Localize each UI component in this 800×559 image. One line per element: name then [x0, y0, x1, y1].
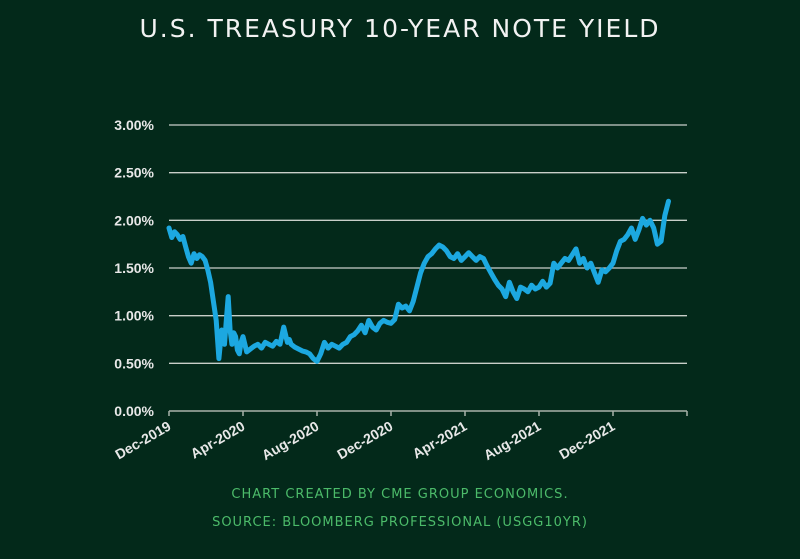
series-layer: [166, 198, 671, 364]
chart-source: SOURCE: BLOOMBERG PROFESSIONAL (USGG10YR…: [212, 515, 588, 530]
chart-credit: CHART CREATED BY CME GROUP ECONOMICS.: [231, 487, 569, 502]
y-tick-label: 0.50%: [114, 355, 154, 371]
x-tick-label: Dec-2020: [334, 418, 395, 463]
chart-title: U.S. TREASURY 10-YEAR NOTE YIELD: [139, 14, 661, 43]
x-tick-label: Dec-2021: [556, 418, 617, 463]
x-tick-label: Apr-2021: [410, 418, 470, 462]
x-axis: [169, 410, 688, 416]
y-axis-ticks: 0.00% 0.50% 1.00% 1.50% 2.00% 2.50% 3.00%: [114, 117, 154, 419]
y-tick-label: 2.00%: [114, 212, 154, 228]
y-tick-label: 3.00%: [114, 117, 154, 133]
x-axis-ticks: Dec-2019 Apr-2020 Aug-2020 Dec-2020 Apr-2021…: [112, 411, 618, 463]
x-tick-label: Aug-2020: [259, 418, 322, 463]
gridlines: [169, 124, 687, 364]
x-tick-label: Apr-2020: [188, 418, 248, 462]
series-line-usgg10yr: [166, 198, 671, 364]
x-tick-label: Aug-2021: [481, 418, 544, 463]
y-tick-label: 1.50%: [114, 260, 154, 276]
y-tick-label: 1.00%: [114, 308, 154, 324]
x-tick-label: Dec-2019: [112, 418, 173, 463]
y-tick-label: 2.50%: [114, 165, 154, 181]
y-tick-label: 0.00%: [114, 403, 154, 419]
